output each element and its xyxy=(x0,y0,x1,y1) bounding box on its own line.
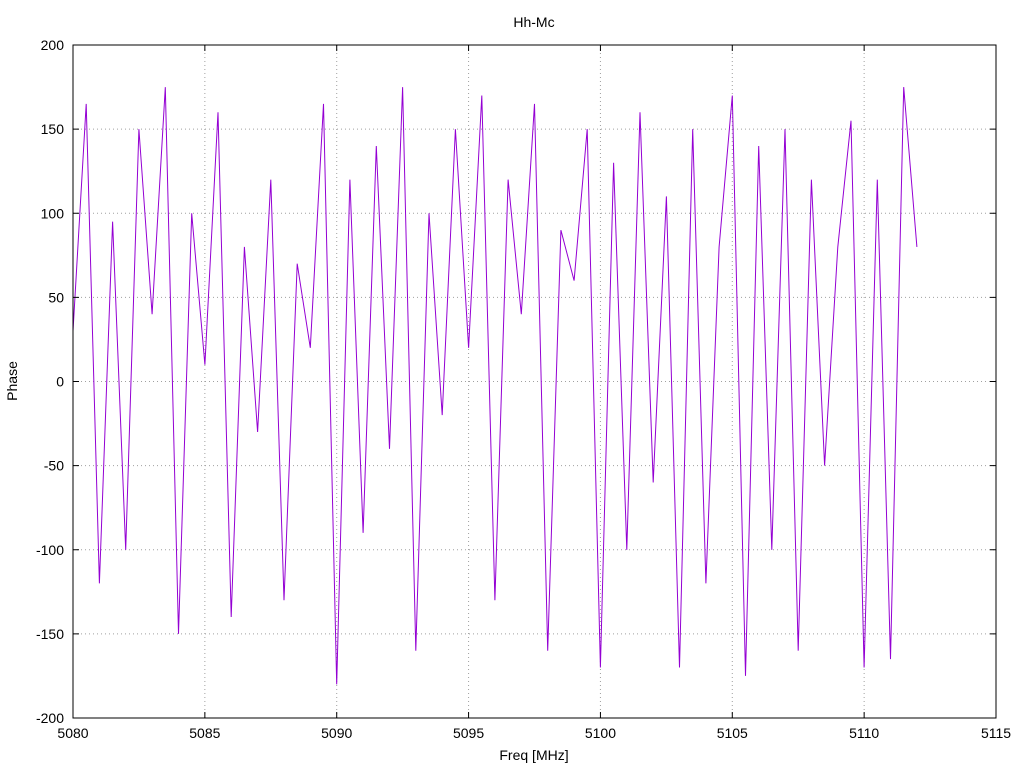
x-tick-label: 5110 xyxy=(849,725,879,741)
y-tick-label: 100 xyxy=(41,205,65,221)
y-tick-label: 150 xyxy=(41,121,65,137)
axis-ticks: 5080 5085 5090 5095 5100 5105 5110 5115 -200 -150… xyxy=(36,37,1011,741)
x-tick-label: 5095 xyxy=(453,725,484,741)
y-tick-label: -100 xyxy=(36,542,64,558)
x-tick-label: 5085 xyxy=(189,725,220,741)
y-tick-label: 0 xyxy=(56,374,64,390)
x-tick-label: 5115 xyxy=(981,725,1011,741)
x-tick-label: 5080 xyxy=(57,725,88,741)
y-tick-label: -50 xyxy=(44,458,64,474)
x-tick-label: 5090 xyxy=(321,725,352,741)
grid-lines xyxy=(73,45,996,718)
y-axis-label: Phase xyxy=(4,361,20,401)
y-tick-label: -200 xyxy=(36,710,64,726)
series-group xyxy=(72,87,918,685)
chart-title: Hh-Mc xyxy=(513,14,554,30)
y-tick-label: 200 xyxy=(41,37,65,53)
y-tick-label: 50 xyxy=(48,289,64,305)
y-tick-label: -150 xyxy=(36,626,64,642)
x-tick-label: 5105 xyxy=(717,725,748,741)
x-axis-label: Freq [MHz] xyxy=(499,747,568,763)
x-tick-label: 5100 xyxy=(585,725,616,741)
phase-series-line xyxy=(72,87,918,685)
